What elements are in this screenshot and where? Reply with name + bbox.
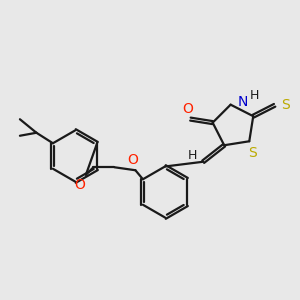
Text: O: O <box>74 178 86 192</box>
Text: O: O <box>127 153 138 167</box>
Text: N: N <box>238 95 248 109</box>
Text: O: O <box>182 102 193 116</box>
Text: H: H <box>188 149 197 162</box>
Text: S: S <box>281 98 290 112</box>
Text: H: H <box>250 89 259 102</box>
Text: S: S <box>248 146 256 160</box>
